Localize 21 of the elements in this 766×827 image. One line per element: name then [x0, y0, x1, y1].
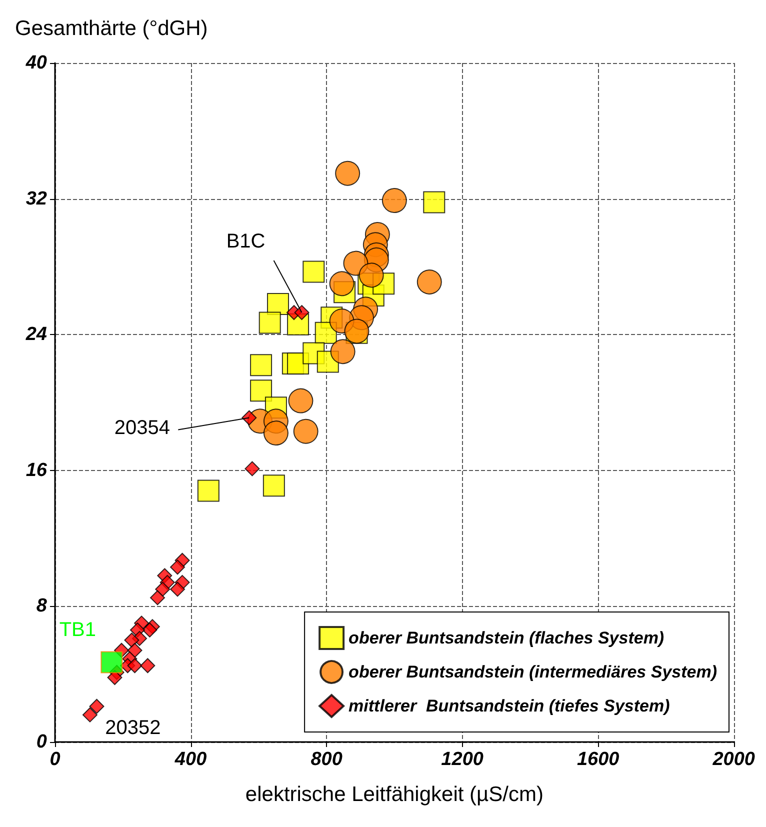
y-tick-label: 16 — [26, 460, 48, 481]
x-tick-label: 1600 — [576, 749, 620, 770]
annotation: 20354 — [114, 416, 170, 439]
x-tick-label: 1200 — [441, 749, 484, 770]
y-tick-label: 40 — [24, 52, 48, 74]
y-tick-label: 0 — [36, 732, 48, 752]
annotation: TB1 — [59, 619, 96, 642]
legend-label: oberer Buntsandstein (flaches System) — [348, 628, 664, 648]
legend-label: mittlerer Buntsandstein (tiefes System) — [348, 696, 670, 716]
x-axis-title: elektrische Leitfähigkeit (µS/cm) — [245, 783, 544, 806]
x-tick-label: 400 — [174, 749, 208, 770]
x-tick-label: 2000 — [712, 749, 756, 770]
y-tick-label: 8 — [36, 596, 48, 617]
annotation: B1C — [226, 230, 266, 253]
y-axis-title: Gesamthärte (°dGH) — [15, 17, 208, 40]
legend-label: oberer Buntsandstein (intermediäres System) — [348, 662, 718, 682]
y-tick-label: 24 — [24, 324, 48, 346]
y-tick-label: 32 — [26, 188, 48, 210]
annotation: 20352 — [105, 716, 161, 739]
x-tick-label: 800 — [310, 749, 343, 770]
x-tick-label: 0 — [50, 749, 61, 770]
